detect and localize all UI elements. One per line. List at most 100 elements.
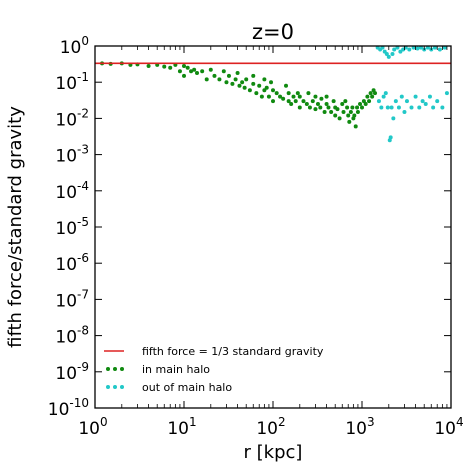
data-point [324, 94, 329, 99]
data-point [293, 99, 298, 104]
data-point [360, 105, 364, 110]
data-point [409, 105, 414, 110]
y-tick-label: 10-3 [55, 143, 89, 167]
legend-swatch-dot [106, 367, 110, 371]
data-point [442, 45, 447, 50]
data-point [297, 105, 302, 110]
data-point [182, 73, 186, 78]
y-tick-label: 10-8 [55, 324, 89, 348]
data-point [182, 64, 186, 69]
data-point [361, 99, 366, 104]
data-point [444, 91, 449, 96]
data-point [313, 107, 318, 112]
data-point [251, 73, 256, 78]
data-point [368, 91, 373, 96]
data-point [195, 70, 200, 75]
x-tick-label: 101 [167, 415, 196, 439]
legend-in-main-halo-label: in main halo [142, 363, 210, 376]
legend: fifth force = 1/3 standard gravity in ma… [104, 345, 324, 394]
data-point [266, 94, 271, 99]
data-point [244, 77, 249, 82]
data-point [404, 99, 409, 104]
data-point [286, 99, 291, 104]
data-point [355, 105, 360, 110]
legend-out-of-main-halo-swatch [106, 385, 124, 389]
data-point [363, 101, 368, 106]
data-point [257, 83, 262, 88]
data-point [346, 113, 351, 118]
data-point [329, 110, 334, 115]
data-point [392, 47, 397, 52]
x-tick-label: 100 [78, 415, 107, 439]
data-point [146, 64, 151, 69]
data-point [319, 96, 324, 101]
data-point [367, 99, 372, 104]
legend-in-main-halo-swatch [106, 367, 124, 371]
data-point [185, 65, 190, 70]
data-point [358, 101, 363, 106]
data-point [431, 105, 436, 110]
y-tick-label: 10-9 [55, 360, 89, 384]
data-point [389, 105, 394, 110]
legend-out-of-main-halo-label: out of main halo [142, 381, 232, 394]
data-point [423, 101, 428, 106]
data-point [380, 45, 385, 50]
data-point [324, 101, 329, 106]
data-point [373, 91, 378, 96]
data-point [162, 64, 167, 69]
data-point [384, 52, 389, 57]
legend-swatch-dot [113, 367, 117, 371]
legend-reference-line-label: fifth force = 1/3 standard gravity [142, 345, 324, 358]
data-point [271, 88, 275, 93]
data-point [310, 99, 315, 104]
data-point [417, 105, 422, 110]
data-point [386, 54, 391, 59]
data-point [350, 105, 355, 110]
data-point [393, 99, 398, 104]
data-point [224, 80, 229, 85]
chart-title: z=0 [252, 20, 294, 44]
data-point [418, 45, 423, 50]
data-point [254, 91, 259, 96]
data-point [315, 101, 320, 106]
data-point [370, 94, 375, 99]
data-point [390, 52, 395, 57]
y-tick-label: 10-6 [55, 251, 89, 275]
data-point [337, 116, 342, 121]
plot-area [95, 45, 451, 143]
data-point [347, 119, 352, 124]
y-tick-label: 10-1 [55, 70, 89, 94]
data-point [402, 110, 407, 115]
data-point [440, 105, 445, 110]
series-1 [375, 45, 449, 143]
data-point [278, 94, 283, 99]
data-point [352, 113, 357, 118]
data-point [365, 94, 370, 99]
data-point [335, 107, 340, 112]
data-point [427, 94, 432, 99]
data-point [212, 73, 217, 78]
data-point [345, 105, 350, 110]
data-point [385, 105, 390, 110]
data-point [217, 77, 222, 82]
data-point [226, 73, 231, 78]
data-point [383, 91, 388, 96]
data-point [189, 69, 194, 74]
y-tick-label: 10-4 [55, 179, 89, 203]
y-tick-label: 10-5 [55, 215, 89, 239]
data-point [208, 67, 213, 72]
data-point [343, 99, 348, 104]
data-point [331, 99, 336, 104]
data-point [391, 116, 396, 121]
y-axis-label: fifth force/standard gravity [5, 106, 26, 348]
data-point [242, 85, 247, 90]
data-point [353, 124, 358, 129]
data-point [415, 46, 420, 51]
data-point [204, 77, 209, 82]
data-point [274, 91, 279, 96]
data-point [341, 110, 346, 115]
data-point [262, 77, 267, 82]
data-point [407, 47, 412, 52]
data-point [247, 88, 252, 93]
